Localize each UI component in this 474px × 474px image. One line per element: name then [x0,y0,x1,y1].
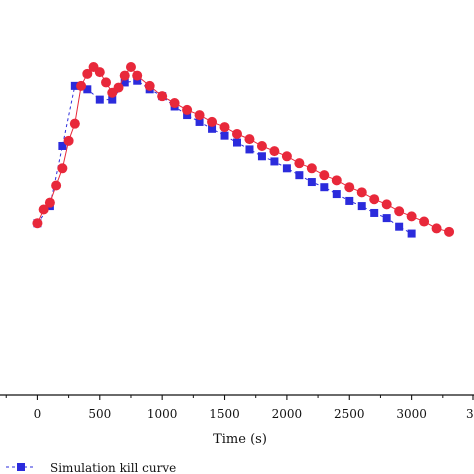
data-point-square [58,141,67,150]
data-point-circle [269,146,280,157]
data-point-circle [331,175,342,186]
data-point-square [270,157,279,166]
data-point-square [320,183,329,192]
x-tick-label: 3000 [396,407,427,421]
x-tick-label: 2500 [334,407,365,421]
data-point-square [295,171,304,180]
data-point-square [183,111,192,120]
data-point-circle [119,70,130,81]
data-point-square [357,202,366,211]
data-point-circle [444,226,455,237]
data-point-circle [101,77,112,88]
data-point-square [120,78,129,87]
data-point-circle [419,216,430,227]
data-point-square [108,95,117,104]
data-point-circle [63,135,74,146]
legend-entry-simulation: Simulation kill curve [50,461,176,474]
data-point-circle [144,80,155,91]
data-point-circle [356,187,367,198]
data-point-square [257,152,266,161]
data-point-circle [51,180,62,191]
data-point-circle [69,118,80,129]
data-point-square [282,164,291,173]
data-point-square [133,76,142,85]
data-point-square [407,229,416,238]
data-point-circle [232,128,242,139]
data-point-square [95,95,104,104]
data-point-circle [76,80,87,91]
data-point-square [345,196,354,205]
data-point-circle [294,158,305,169]
x-axis-title: Time (s) [213,432,267,447]
data-point-square [370,208,379,217]
data-point-square [83,85,92,94]
data-point-square [208,124,217,133]
series-line-0 [36,80,412,235]
data-point-circle [406,211,417,222]
data-point-circle [256,140,267,151]
data-point-square [307,178,316,187]
data-point-circle [194,110,205,121]
data-point-circle [94,67,105,78]
plot-area [32,61,455,238]
data-point-circle [344,182,355,193]
x-tick-label: 500 [88,407,111,421]
data-point-circle [319,170,330,181]
data-point-square [395,222,404,231]
data-point-circle [244,134,255,145]
legend: Simulation kill curve [6,461,176,474]
data-point-circle [113,82,124,93]
x-tick-label: 1500 [209,407,240,421]
data-point-circle [169,98,180,109]
data-point-square [220,131,229,140]
data-point-circle [125,61,136,72]
data-point-circle [38,204,49,215]
data-point-square [70,81,79,90]
x-axis: 0 500 1000 1500 2000 2500 3000 3 [0,394,474,421]
data-point-circle [44,197,55,208]
data-point-circle [132,70,143,81]
data-point-circle [82,68,93,79]
data-point-circle [369,194,380,205]
data-point-square [233,138,241,147]
x-tick-label: 0 [34,407,42,421]
legend-sample-marker [17,463,25,471]
data-point-circle [32,218,43,229]
x-tick-label: 1000 [147,407,178,421]
data-point-circle [306,163,317,174]
data-point-circle [281,151,292,162]
data-point-circle [381,199,392,210]
data-point-circle [219,122,230,133]
x-tick-label: 2000 [272,407,303,421]
data-point-circle [394,206,405,217]
data-point-circle [431,223,442,234]
data-point-circle [182,104,193,115]
data-point-square [332,190,341,199]
data-point-square [382,214,391,223]
x-tick-label-clipped: 3 [466,407,474,421]
data-point-square [245,145,254,154]
data-point-circle [157,91,168,102]
data-point-square [195,117,204,126]
data-point-circle [207,116,218,127]
data-point-circle [57,163,68,174]
